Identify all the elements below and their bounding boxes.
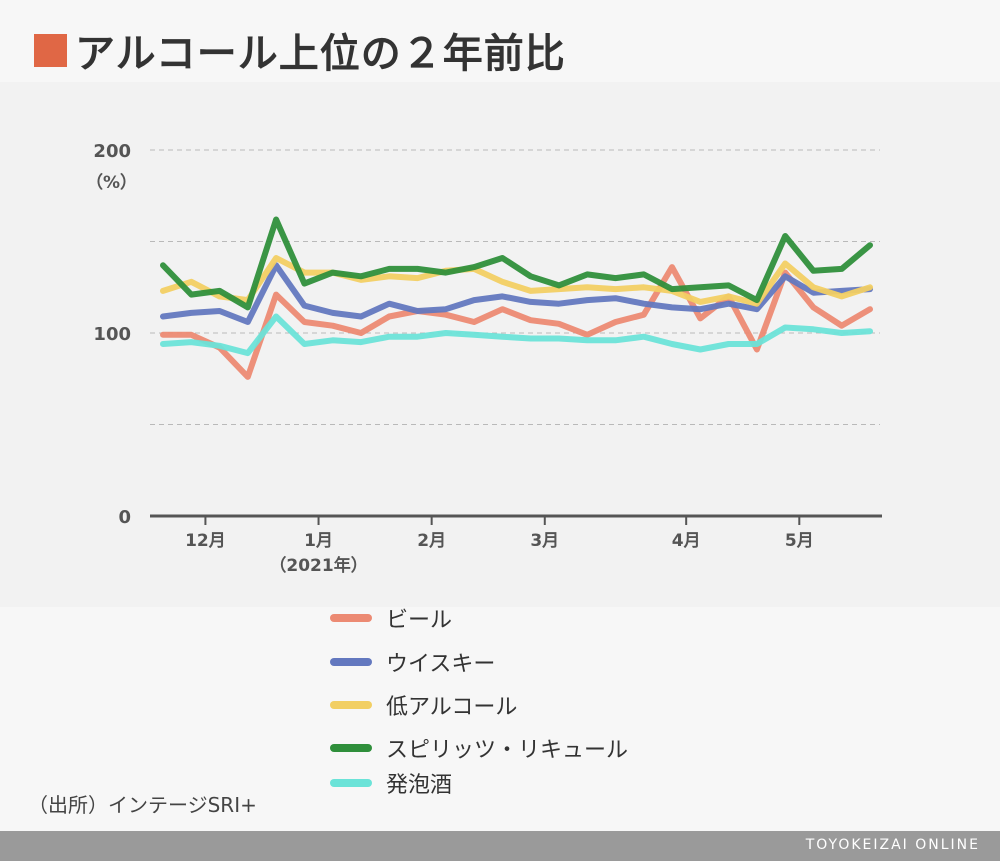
- y-tick-label: 100: [93, 324, 131, 345]
- legend-label: 低アルコール: [386, 695, 518, 720]
- x-tick-label: 3月: [530, 531, 559, 551]
- x-tick-sublabel: （2021年）: [269, 555, 367, 576]
- source-note: （出所）インテージSRI+: [28, 793, 257, 817]
- series-line-1: [160, 262, 873, 325]
- legend-label: ビール: [386, 608, 453, 633]
- x-tick-label: 1月: [304, 531, 333, 551]
- footer-bar: TOYOKEIZAI ONLINE: [0, 831, 1000, 861]
- chart-title: アルコール上位の２年前比: [34, 22, 566, 78]
- page-title: アルコール上位の２年前比: [75, 31, 566, 77]
- legend-item: ビール: [330, 603, 452, 633]
- x-tick-label: 5月: [785, 531, 814, 551]
- plot-area: 0 100 200 （%） 12月 1月 （2021年） 2月 3月 4月 5月: [0, 82, 1000, 607]
- legend-swatch: [330, 614, 372, 622]
- legend-swatch: [330, 744, 372, 752]
- legend-item: ウイスキー: [330, 647, 495, 677]
- x-tick-label: 4月: [672, 531, 701, 551]
- legend-item: 発泡酒: [330, 768, 452, 798]
- legend-item: スピリッツ・リキュール: [330, 733, 628, 763]
- legend-swatch: [330, 779, 372, 787]
- legend-label: ウイスキー: [386, 652, 496, 677]
- y-tick-label: 0: [118, 507, 131, 528]
- legend-label: 発泡酒: [386, 773, 453, 798]
- y-axis-unit: （%）: [86, 172, 137, 193]
- title-accent-square: [34, 33, 67, 67]
- series-line-2: [160, 255, 873, 307]
- footer-brand: TOYOKEIZAI ONLINE: [805, 837, 980, 853]
- x-tick-label: 2月: [417, 531, 446, 551]
- legend-swatch: [330, 658, 372, 666]
- series-line-4: [160, 313, 873, 357]
- series-line-0: [160, 264, 873, 380]
- x-tick-label: 12月: [185, 531, 226, 551]
- legend-swatch: [330, 701, 372, 709]
- y-tick-label: 200: [93, 141, 131, 162]
- line-chart: 0 100 200 （%） 12月 1月 （2021年） 2月 3月 4月 5月: [86, 141, 882, 576]
- legend-item: 低アルコール: [330, 690, 517, 720]
- legend-label: スピリッツ・リキュール: [386, 738, 629, 763]
- series-line-3: [160, 216, 873, 311]
